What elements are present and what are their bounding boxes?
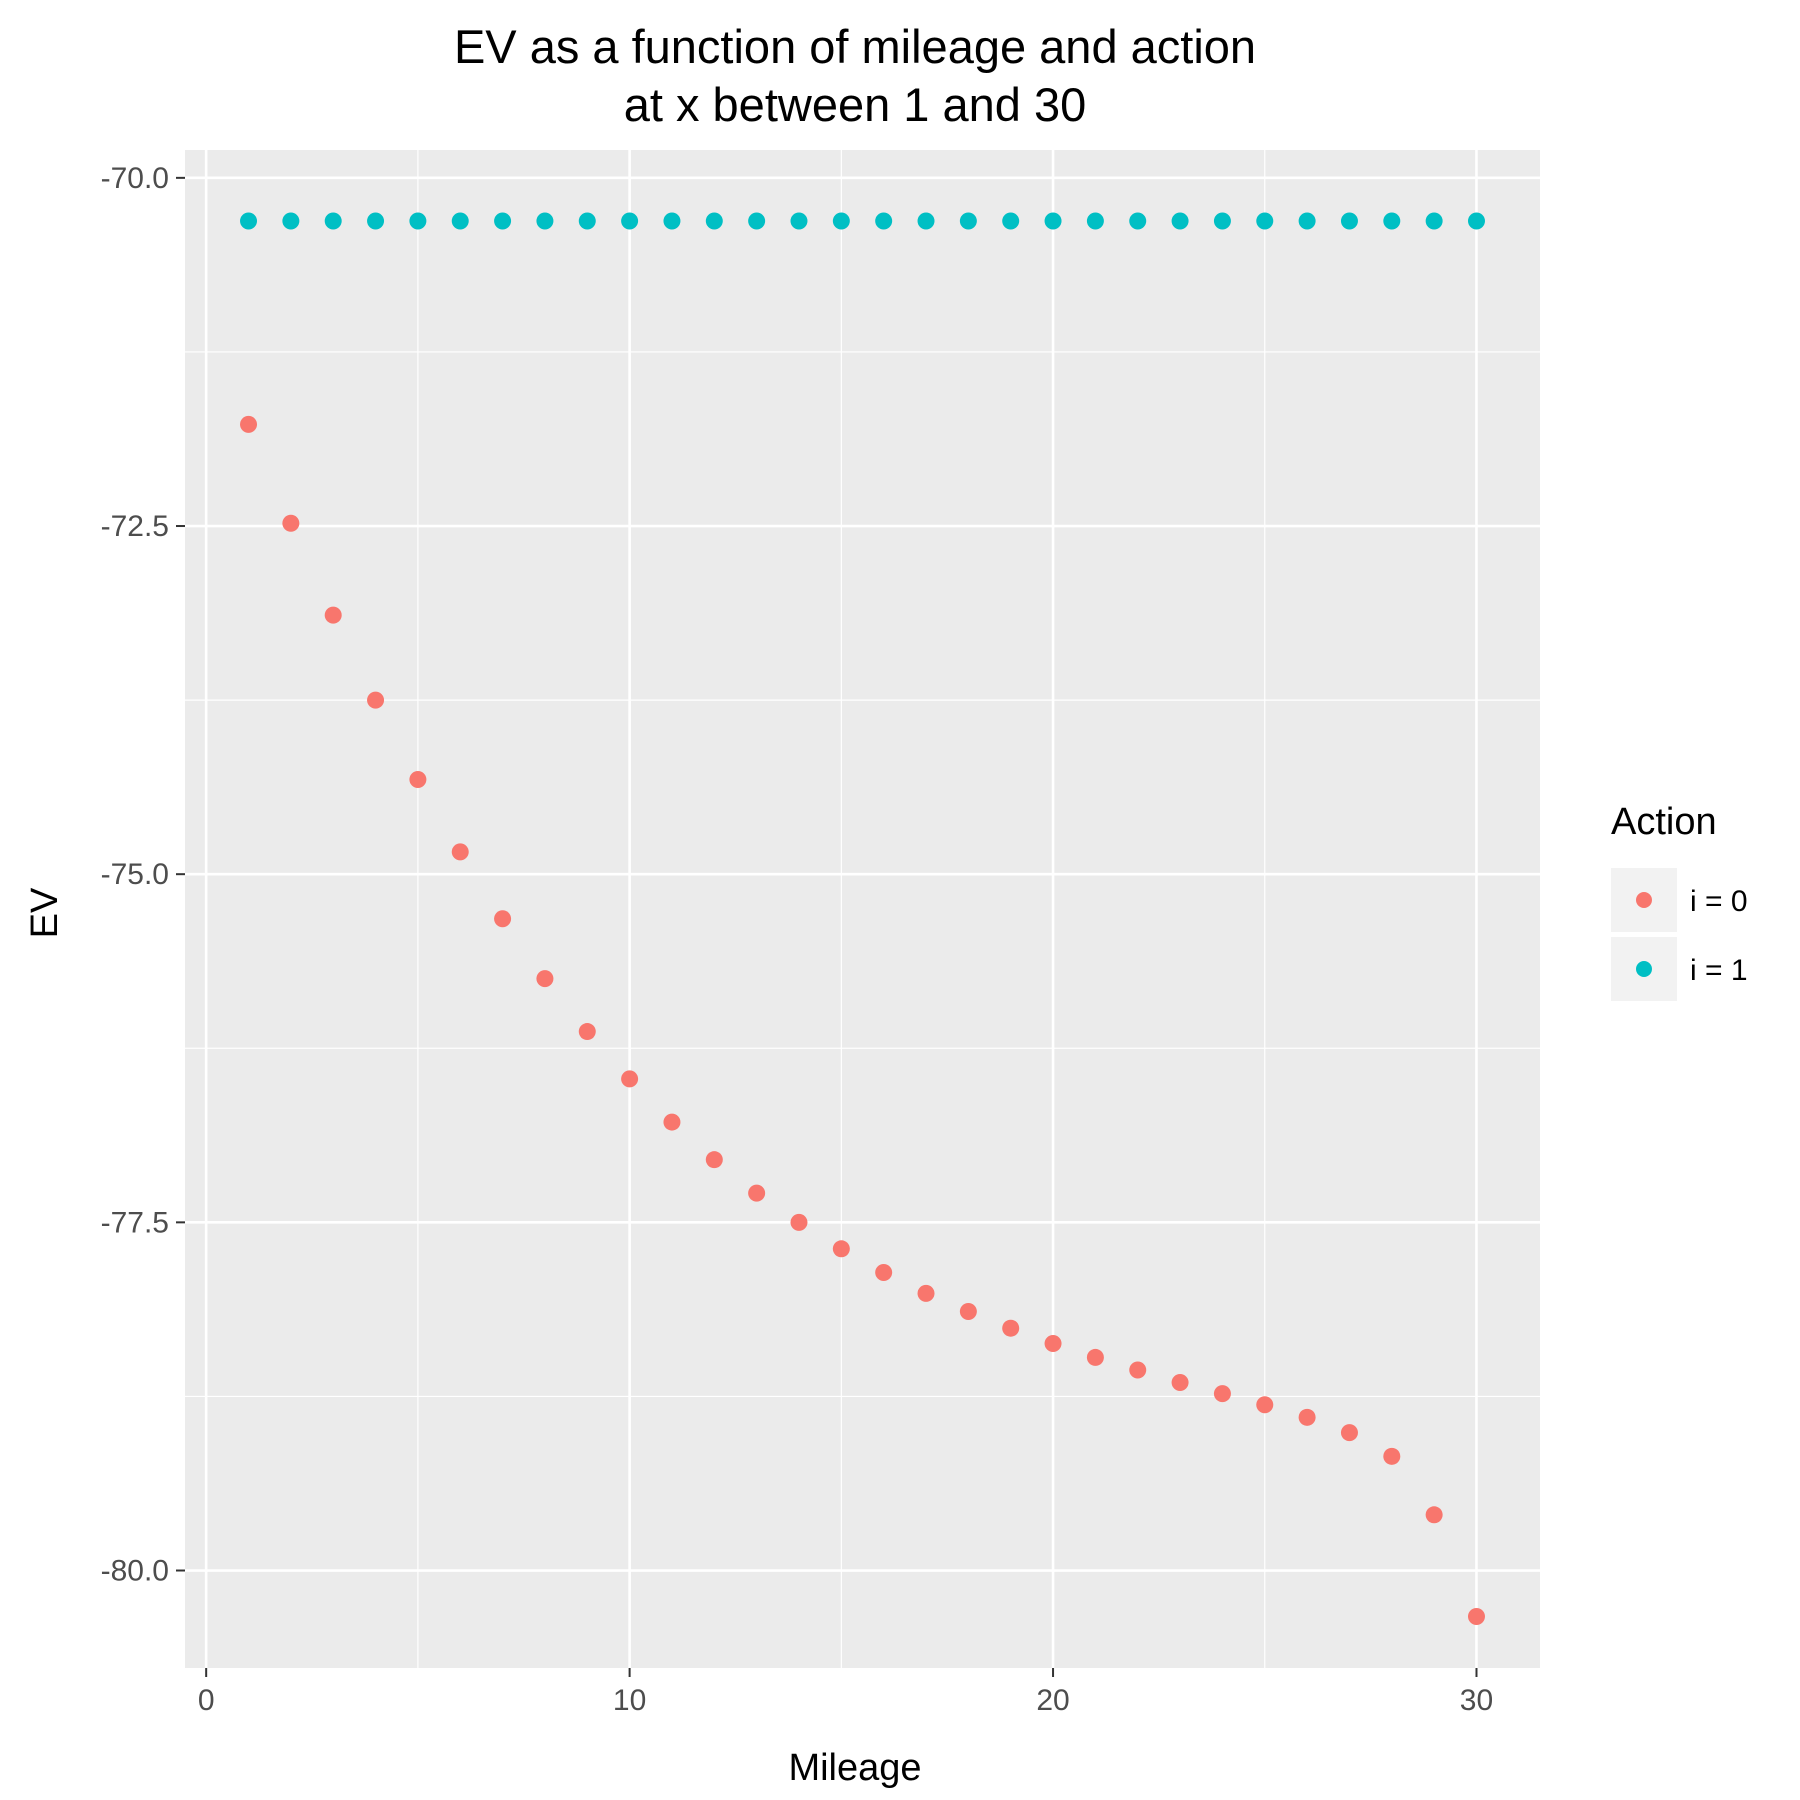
grid-minor [185, 150, 1540, 1668]
legend-key-i1 [1636, 961, 1652, 977]
point-series-0 [1044, 1335, 1062, 1353]
point-series-1 [536, 212, 554, 230]
y-axis-title: EV [24, 887, 66, 938]
point-series-0 [1383, 1447, 1401, 1465]
point-series-1 [663, 212, 681, 230]
x-axis: 0 10 20 30 [198, 1668, 1493, 1717]
y-tick-label: -75.0 [101, 858, 169, 891]
point-series-1 [959, 212, 977, 230]
legend-label-i1: i = 1 [1690, 954, 1748, 987]
point-series-0 [1298, 1408, 1316, 1426]
y-tick-label: -80.0 [101, 1555, 169, 1588]
legend-title: Action [1611, 801, 1717, 843]
point-series-0 [1171, 1374, 1189, 1392]
point-series-1 [1171, 212, 1189, 230]
y-tick-label: -70.0 [101, 162, 169, 195]
point-series-0 [790, 1213, 808, 1231]
point-series-0 [1425, 1506, 1443, 1524]
point-series-0 [1129, 1361, 1147, 1379]
point-series-0 [1213, 1385, 1231, 1403]
point-series-0 [1002, 1319, 1020, 1337]
legend-label-i0: i = 0 [1690, 885, 1748, 918]
point-series-0 [240, 415, 258, 433]
grid-major [185, 150, 1540, 1668]
plot-panel [185, 150, 1540, 1668]
point-series-0 [409, 770, 427, 788]
point-series-1 [1340, 212, 1358, 230]
x-tick-label: 0 [198, 1684, 215, 1717]
x-tick-label: 30 [1460, 1684, 1493, 1717]
chart-title: EV as a function of mileage and action [454, 20, 1256, 73]
point-series-1 [1044, 212, 1062, 230]
chart-subtitle: at x between 1 and 30 [624, 78, 1087, 131]
point-series-1 [1298, 212, 1316, 230]
point-series-1 [832, 212, 850, 230]
point-series-1 [409, 212, 427, 230]
point-series-0 [621, 1070, 639, 1088]
point-series-0 [1086, 1348, 1104, 1366]
point-series-1 [705, 212, 723, 230]
point-series-0 [578, 1023, 596, 1041]
point-series-0 [536, 970, 554, 988]
point-series-0 [959, 1302, 977, 1320]
point-series-1 [451, 212, 469, 230]
point-series-1 [1002, 212, 1020, 230]
point-series-0 [367, 691, 385, 709]
point-series-1 [621, 212, 639, 230]
point-series-1 [1256, 212, 1274, 230]
point-series-1 [748, 212, 766, 230]
x-axis-title: Mileage [788, 1747, 921, 1789]
y-tick-label: -77.5 [101, 1206, 169, 1239]
point-series-1 [1425, 212, 1443, 230]
point-series-0 [1340, 1424, 1358, 1442]
point-series-0 [748, 1184, 766, 1202]
point-series-1 [1383, 212, 1401, 230]
point-series-1 [875, 212, 893, 230]
point-series-0 [705, 1151, 723, 1169]
x-tick-label: 10 [613, 1684, 646, 1717]
point-series-1 [282, 212, 300, 230]
legend-key-i0 [1636, 892, 1652, 908]
point-series-0 [875, 1263, 893, 1281]
point-series-0 [494, 910, 512, 928]
point-series-0 [1467, 1607, 1485, 1625]
point-series-1 [1086, 212, 1104, 230]
point-series-0 [663, 1113, 681, 1131]
point-series-0 [832, 1240, 850, 1258]
point-series-0 [324, 606, 342, 624]
point-series-0 [282, 514, 300, 532]
y-tick-label: -72.5 [101, 510, 169, 543]
point-series-1 [1467, 212, 1485, 230]
point-series-0 [451, 843, 469, 861]
point-series-1 [240, 212, 258, 230]
point-series-1 [324, 212, 342, 230]
point-series-1 [1213, 212, 1231, 230]
point-series-0 [917, 1284, 935, 1302]
point-series-1 [578, 212, 596, 230]
point-series-1 [917, 212, 935, 230]
point-series-0 [1256, 1396, 1274, 1414]
legend: Action i = 0 i = 1 [1611, 801, 1748, 1001]
point-series-1 [1129, 212, 1147, 230]
data-points [240, 212, 1485, 1625]
point-series-1 [494, 212, 512, 230]
point-series-1 [790, 212, 808, 230]
y-axis: -70.0 -72.5 -75.0 -77.5 -80.0 [101, 162, 185, 1588]
point-series-1 [367, 212, 385, 230]
x-tick-label: 20 [1036, 1684, 1069, 1717]
